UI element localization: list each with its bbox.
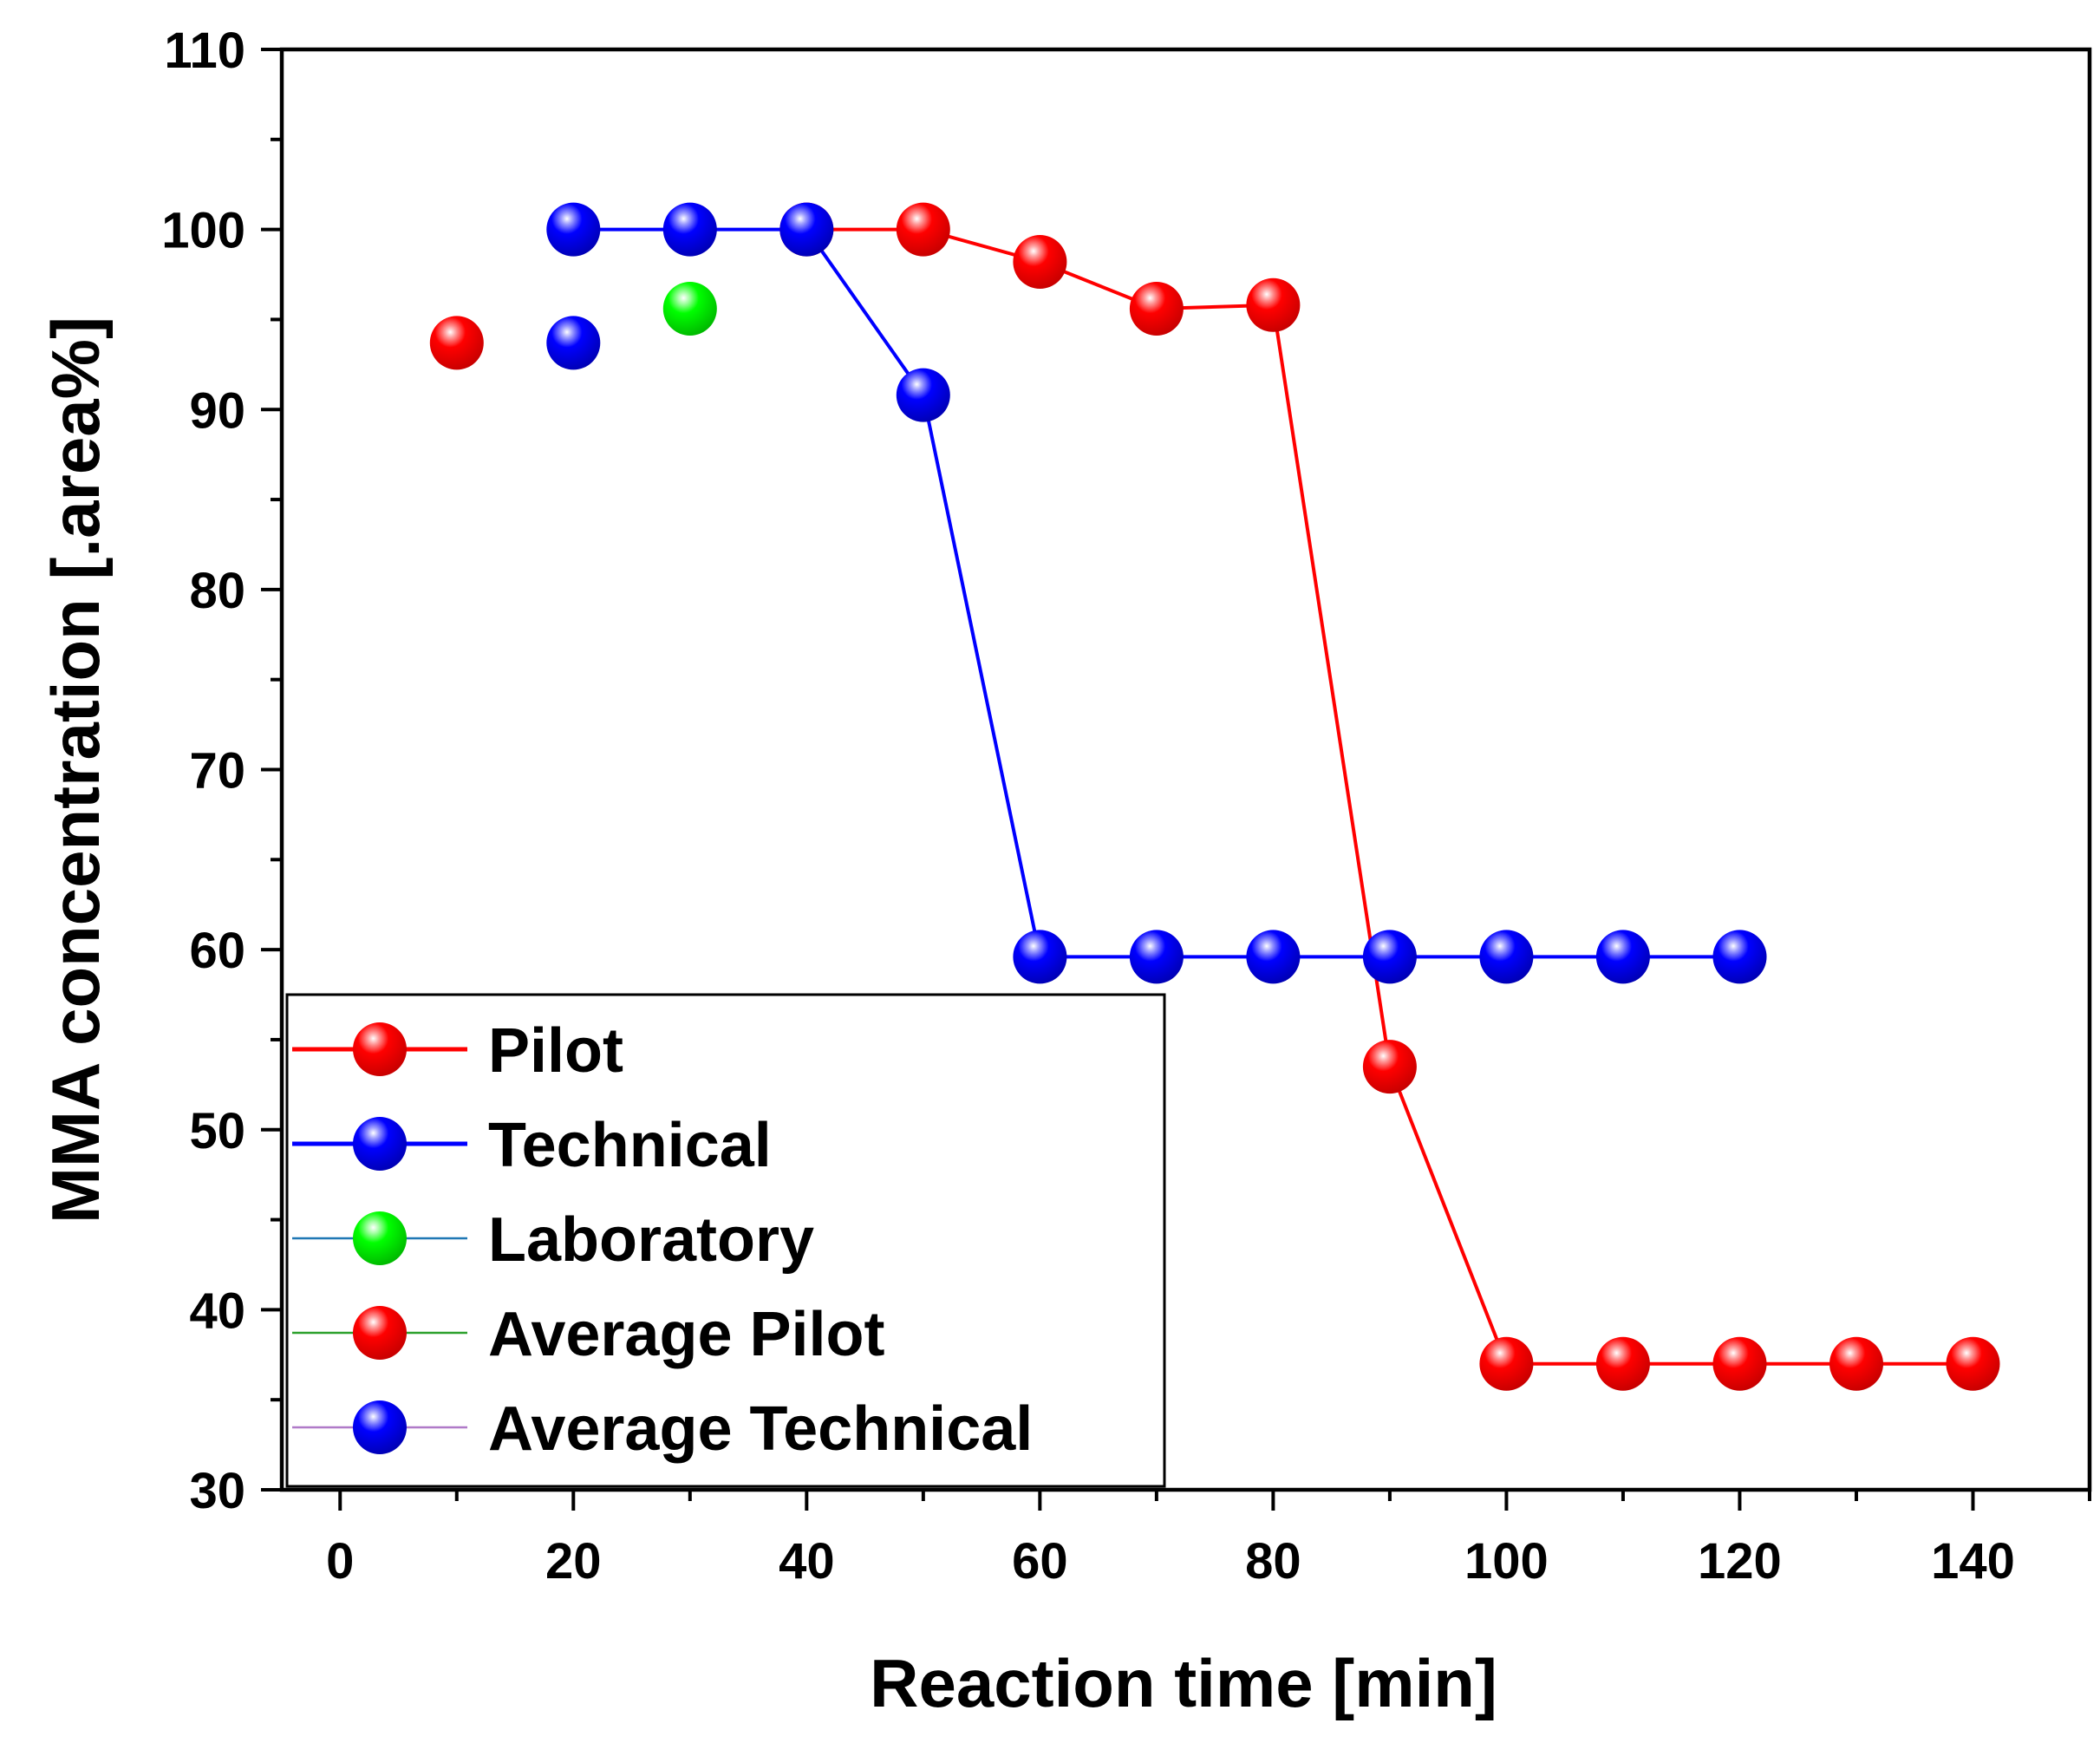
data-point-technical	[1595, 930, 1650, 984]
legend-swatch-marker	[353, 1306, 407, 1360]
x-tick-label: 140	[1931, 1533, 2015, 1590]
data-point-pilot	[1362, 1040, 1417, 1094]
y-tick-label: 50	[189, 1103, 245, 1159]
y-tick-label: 40	[189, 1283, 245, 1339]
legend-label: Average Pilot	[488, 1300, 885, 1369]
y-tick-label: 30	[189, 1463, 245, 1519]
data-point-pilot	[1246, 277, 1301, 332]
series-line-technical	[573, 227, 1740, 959]
data-point-average-technical	[546, 316, 601, 370]
legend-label: Laboratory	[488, 1205, 814, 1275]
legend-swatch-marker	[353, 1211, 407, 1265]
x-tick-label: 0	[326, 1533, 354, 1590]
data-point-pilot	[896, 202, 950, 257]
legend-swatch-marker	[353, 1022, 407, 1076]
x-tick-label: 60	[1012, 1533, 1068, 1590]
y-tick-label: 100	[161, 203, 245, 259]
axes: 0 20 40 60 80 100 120 140 30 40 50 60 70 80 90 100 110	[161, 23, 2092, 1590]
x-tick-label: 40	[779, 1533, 835, 1590]
data-point-laboratory	[662, 282, 717, 336]
legend-box	[285, 993, 1166, 1488]
data-point-pilot	[1946, 1336, 2000, 1391]
y-axis-title: MMA concentration [.area%]	[37, 317, 114, 1224]
data-point-technical	[1246, 930, 1301, 984]
y-tick-label: 110	[164, 23, 245, 79]
x-axis-title: Reaction time [min]	[870, 1645, 1497, 1721]
data-point-technical	[1362, 930, 1417, 984]
data-point-pilot	[1712, 1336, 1767, 1391]
data-point-technical	[1712, 930, 1767, 984]
data-point-technical	[896, 368, 950, 422]
data-point-technical	[1479, 930, 1534, 984]
data-point-technical	[1013, 930, 1067, 984]
data-point-pilot	[1479, 1336, 1534, 1391]
y-tick-label: 60	[189, 923, 245, 979]
data-point-pilot	[1595, 1336, 1650, 1391]
y-tick-label: 70	[189, 743, 245, 800]
y-tick-label: 80	[189, 563, 245, 619]
data-point-pilot	[1829, 1336, 1883, 1391]
x-tick-label: 80	[1245, 1533, 1301, 1590]
x-tick-label: 120	[1698, 1533, 1782, 1590]
legend-label: Average Technical	[488, 1394, 1033, 1464]
x-tick-label: 100	[1464, 1533, 1549, 1590]
legend: Pilot Technical Laboratory Average Pilot Ave…	[285, 993, 1166, 1488]
x-tick-label: 20	[545, 1533, 602, 1590]
y-tick-label: 90	[189, 382, 245, 439]
legend-label: Technical	[488, 1111, 772, 1180]
data-point-average-pilot	[429, 316, 484, 370]
data-point-technical	[779, 202, 834, 257]
plot-markers	[429, 202, 2000, 1391]
data-point-technical	[662, 202, 717, 257]
data-point-technical	[546, 202, 601, 257]
data-point-technical	[1129, 930, 1184, 984]
legend-label: Pilot	[488, 1016, 623, 1086]
data-point-pilot	[1129, 282, 1184, 336]
data-point-pilot	[1013, 235, 1067, 289]
legend-swatch-marker	[353, 1400, 407, 1454]
legend-swatch-marker	[353, 1117, 407, 1171]
